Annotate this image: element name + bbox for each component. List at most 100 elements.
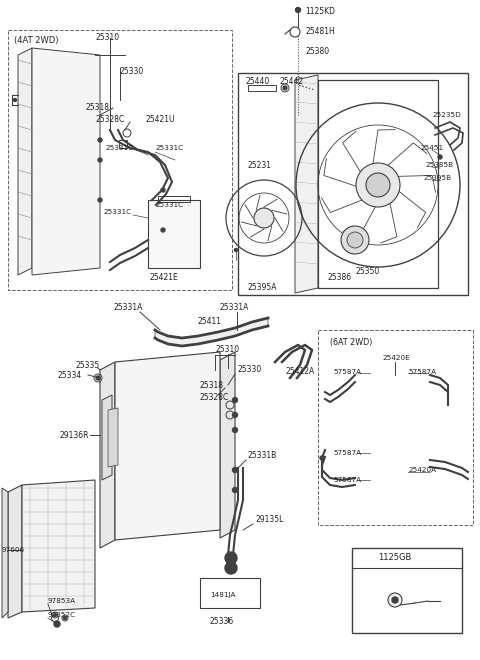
Text: 25411: 25411 xyxy=(198,317,222,327)
Text: 25328C: 25328C xyxy=(200,393,229,403)
Bar xyxy=(148,200,200,268)
Text: 57587A: 57587A xyxy=(333,450,361,456)
Polygon shape xyxy=(295,75,318,293)
Text: 25331B: 25331B xyxy=(248,451,277,459)
Circle shape xyxy=(283,86,287,90)
Polygon shape xyxy=(2,488,8,618)
Circle shape xyxy=(341,226,369,254)
Text: 25336: 25336 xyxy=(210,618,234,626)
Bar xyxy=(200,578,260,608)
Polygon shape xyxy=(115,352,220,540)
Circle shape xyxy=(161,228,165,232)
Circle shape xyxy=(254,208,274,228)
Text: 25231: 25231 xyxy=(248,160,272,170)
Text: 25330: 25330 xyxy=(238,366,262,374)
Text: 25385B: 25385B xyxy=(425,162,453,168)
Text: 25386: 25386 xyxy=(328,273,352,282)
Circle shape xyxy=(225,562,237,574)
Polygon shape xyxy=(8,485,22,618)
Polygon shape xyxy=(220,352,235,538)
Circle shape xyxy=(388,593,402,607)
Circle shape xyxy=(225,552,237,564)
Circle shape xyxy=(232,412,238,418)
Text: 25328C: 25328C xyxy=(95,115,124,125)
Text: 25451: 25451 xyxy=(420,145,443,151)
Text: 25235D: 25235D xyxy=(432,112,461,118)
Circle shape xyxy=(356,163,400,207)
Text: 25395A: 25395A xyxy=(248,284,277,292)
Text: 1125GB: 1125GB xyxy=(378,554,411,562)
Circle shape xyxy=(392,597,398,603)
Bar xyxy=(158,196,190,202)
Circle shape xyxy=(320,456,324,460)
Text: 25440: 25440 xyxy=(245,77,269,86)
Circle shape xyxy=(63,616,67,620)
Circle shape xyxy=(96,376,100,380)
Polygon shape xyxy=(108,408,118,467)
Text: 25331A: 25331A xyxy=(220,304,250,312)
Text: 25421E: 25421E xyxy=(150,273,179,282)
Text: 25350: 25350 xyxy=(355,267,379,277)
Text: 25442: 25442 xyxy=(279,77,303,86)
Text: 25420A: 25420A xyxy=(408,467,436,473)
Circle shape xyxy=(232,397,238,403)
Text: 25331C: 25331C xyxy=(105,145,133,151)
Circle shape xyxy=(13,98,16,102)
Circle shape xyxy=(232,488,238,492)
Polygon shape xyxy=(18,48,32,275)
Text: 29135L: 29135L xyxy=(255,515,283,525)
Text: 25335: 25335 xyxy=(75,360,99,370)
Text: 25481H: 25481H xyxy=(305,28,335,36)
Text: 25330: 25330 xyxy=(120,67,144,77)
Text: (4AT 2WD): (4AT 2WD) xyxy=(14,36,59,44)
Circle shape xyxy=(296,7,300,13)
Polygon shape xyxy=(22,480,95,612)
Text: 25421U: 25421U xyxy=(145,115,175,125)
Circle shape xyxy=(161,188,165,192)
Bar xyxy=(318,80,438,288)
Text: 25331C: 25331C xyxy=(103,209,131,215)
Text: 1481JA: 1481JA xyxy=(210,592,236,598)
Bar xyxy=(238,73,468,295)
Circle shape xyxy=(366,173,390,197)
Text: 25331C: 25331C xyxy=(155,145,183,151)
Text: 57587A: 57587A xyxy=(333,369,361,375)
Text: 25331A: 25331A xyxy=(113,304,143,312)
Text: 25331C: 25331C xyxy=(155,202,183,208)
Text: 25310: 25310 xyxy=(215,345,239,354)
Polygon shape xyxy=(100,362,115,548)
Text: 25420E: 25420E xyxy=(382,355,410,361)
Text: 97853A: 97853A xyxy=(48,598,76,604)
Circle shape xyxy=(53,614,57,616)
Text: 25318: 25318 xyxy=(85,104,109,112)
Text: 1125KD: 1125KD xyxy=(305,7,335,16)
Text: 57587A: 57587A xyxy=(408,369,436,375)
Bar xyxy=(318,330,473,525)
Circle shape xyxy=(232,467,238,473)
Text: 57587A: 57587A xyxy=(333,477,361,483)
Bar xyxy=(352,548,462,633)
Text: 25310: 25310 xyxy=(95,34,119,42)
Circle shape xyxy=(54,621,60,627)
Text: 25380: 25380 xyxy=(305,48,329,57)
Circle shape xyxy=(438,155,442,159)
Circle shape xyxy=(232,428,238,432)
Text: 29136R: 29136R xyxy=(60,430,89,440)
Text: 25334: 25334 xyxy=(58,370,82,380)
Circle shape xyxy=(98,158,102,162)
Polygon shape xyxy=(102,395,112,480)
Text: (6AT 2WD): (6AT 2WD) xyxy=(330,337,372,346)
Text: 97606: 97606 xyxy=(2,547,25,553)
Text: 25318: 25318 xyxy=(200,381,224,389)
Bar xyxy=(8,30,232,290)
Text: 25412A: 25412A xyxy=(285,368,314,376)
Text: 25395B: 25395B xyxy=(423,175,451,181)
Circle shape xyxy=(98,198,102,202)
Bar xyxy=(248,85,276,91)
Circle shape xyxy=(235,249,238,251)
Polygon shape xyxy=(155,318,268,346)
Bar xyxy=(119,140,127,148)
Text: 97852C: 97852C xyxy=(48,612,76,618)
Polygon shape xyxy=(32,48,100,275)
Circle shape xyxy=(347,232,363,248)
